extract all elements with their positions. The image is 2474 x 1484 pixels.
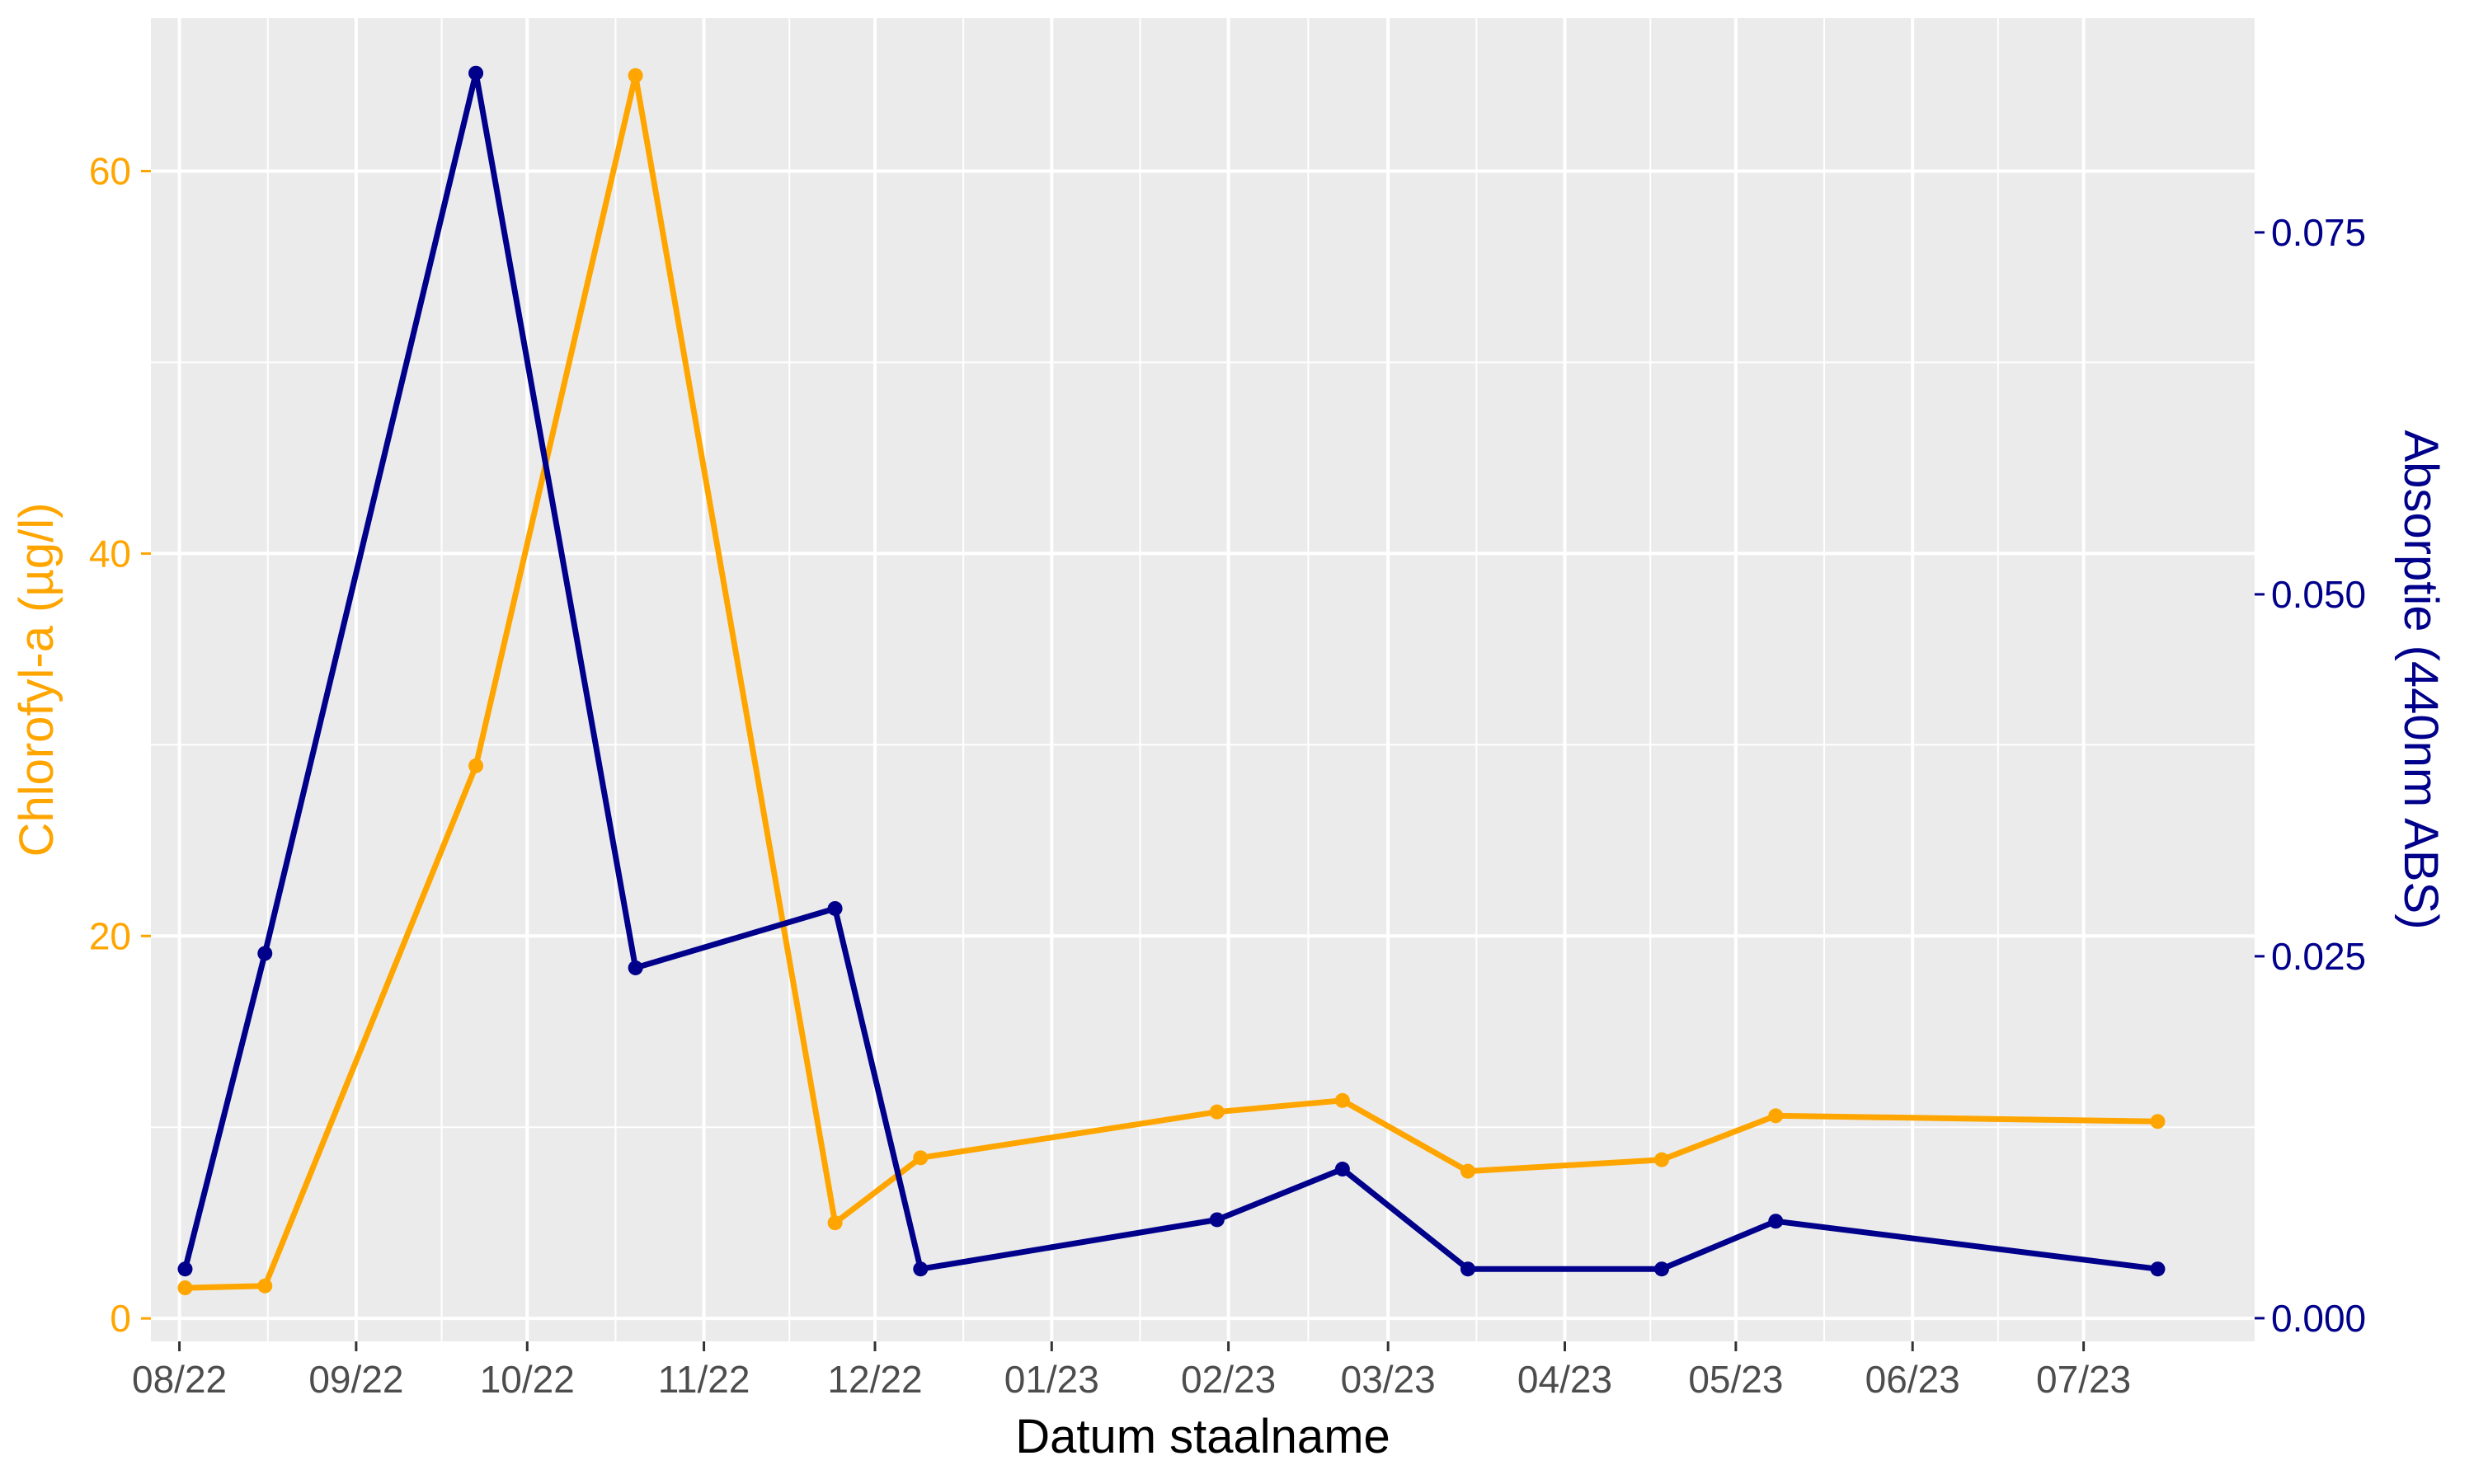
absorption-point [177,1261,193,1277]
right-y-axis-title: Absorptie (440nm ABS) [2394,430,2448,929]
left-y-tick-label: 0 [110,1297,131,1340]
chlorophyll-point [1768,1108,1784,1124]
right-y-tick-label: 0.000 [2271,1297,2366,1340]
x-tick-label: 12/22 [827,1358,922,1401]
x-tick-label: 08/22 [132,1358,227,1401]
x-tick-label: 11/22 [658,1358,750,1401]
absorption-point [1209,1212,1225,1228]
series-layer [177,65,2166,1296]
x-tick-label: 01/23 [1004,1358,1099,1401]
right-y-tick-label: 0.025 [2271,935,2366,978]
chlorophyll-point [913,1150,929,1166]
chlorophyll-point [468,758,484,773]
absorption-point [827,900,843,916]
left-y-axis-title: Chlorofyl-a (µg/l) [10,503,63,857]
right-y-tick-label: 0.075 [2271,211,2366,254]
left-y-tick-label: 20 [89,914,131,957]
absorption-point [628,960,643,975]
chlorophyll-line [185,73,2158,1291]
x-axis-title: Datum staalname [1015,1410,1390,1463]
chlorophyll-point [1334,1092,1350,1108]
x-tick-label: 05/23 [1688,1358,1783,1401]
left-y-tick-label: 40 [89,532,131,575]
absorption-point [468,65,484,81]
x-tick-label: 06/23 [1865,1358,1960,1401]
absorption-point [913,1261,929,1277]
chlorophyll-point [1654,1152,1670,1167]
absorption-point [1768,1214,1784,1229]
x-tick-label: 03/23 [1341,1358,1436,1401]
absorption-point [2150,1261,2166,1277]
left-y-tick-label: 60 [89,150,131,193]
absorption-point [1334,1162,1350,1177]
plot-panel [151,18,2255,1341]
x-tick-label: 07/23 [2036,1358,2131,1401]
axes: 08/22 09/22 10/22 11/22 12/22 01/23 02/23 03/23… [89,150,2366,1401]
chlorophyll-point [1460,1163,1475,1179]
x-tick-label: 02/23 [1181,1358,1276,1401]
right-y-tick-label: 0.050 [2271,573,2366,616]
x-tick-label: 10/22 [480,1358,575,1401]
chlorophyll-point [827,1215,843,1231]
chlorophyll-point [1209,1104,1225,1120]
absorption-point [1654,1261,1670,1277]
chlorophyll-point [628,68,643,83]
x-tick-label: 04/23 [1517,1358,1612,1401]
chlorophyll-point [177,1280,193,1296]
x-tick-label: 09/22 [308,1358,403,1401]
absorption-point [257,946,273,961]
chlorophyll-point [2150,1114,2166,1129]
chlorophyll-point [257,1278,273,1294]
absorption-line [182,70,2158,1272]
absorption-point [1460,1261,1475,1277]
